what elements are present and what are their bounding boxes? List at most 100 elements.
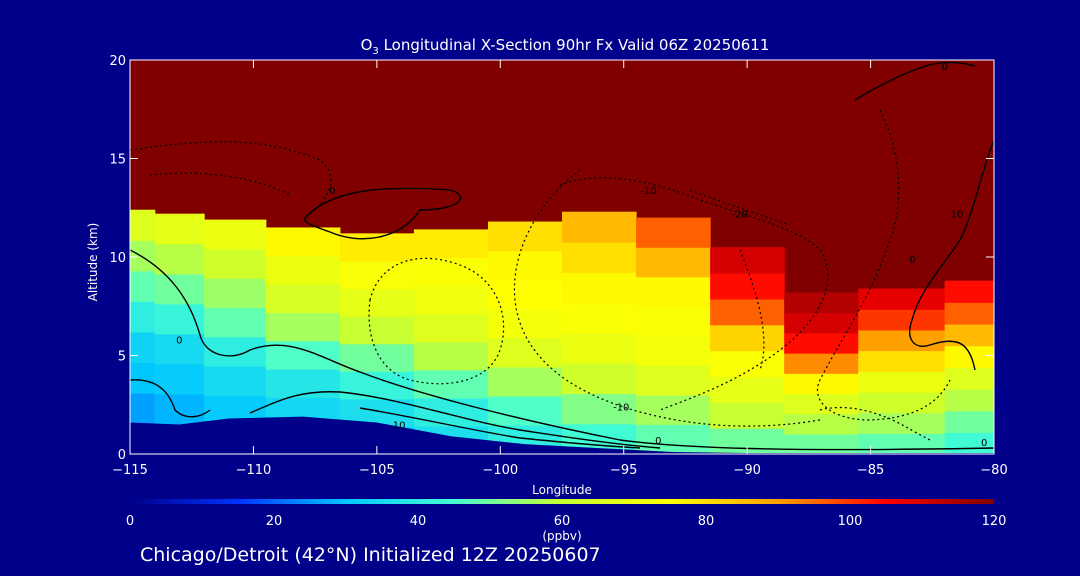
heatmap-cell (487, 221, 563, 252)
heatmap-cell (562, 363, 637, 395)
heatmap-cell (265, 255, 341, 285)
heatmap-cell (784, 353, 859, 374)
colorbar-tick-label: 20 (266, 514, 283, 529)
contour-line-near-ground-3 (359, 407, 641, 449)
colorbar-tick-label: 40 (410, 514, 427, 529)
heatmap-cell (562, 272, 637, 304)
heatmap-cells (130, 60, 994, 454)
contour-line-near-ground-1 (130, 379, 211, 418)
heatmap-cell (487, 395, 563, 426)
heatmap-cell (858, 433, 946, 454)
colorbar-tick-label: 80 (698, 514, 715, 529)
heatmap-cell (944, 280, 994, 303)
y-axis-label: Altitude (km) (86, 223, 100, 302)
x-axis-label: Longitude (532, 483, 592, 497)
contour-label: -10 (613, 403, 629, 414)
heatmap-cell (413, 285, 489, 315)
x-axis: −115 −110 −105 −100 −95 −90 −85 −80 (112, 60, 1008, 478)
colorbar (130, 499, 994, 504)
contour-line-near-ground-2 (249, 391, 661, 449)
heatmap-cell (154, 273, 205, 305)
heatmap-cell (204, 278, 267, 309)
heatmap-cell (944, 410, 994, 433)
colorbar-tick-label: 100 (838, 514, 863, 529)
y-tick-label: 10 (109, 251, 126, 266)
heatmap-cell (487, 308, 563, 339)
heatmap-cell (339, 371, 415, 400)
contour-line-east (854, 61, 994, 371)
heatmap-cell (339, 288, 415, 317)
heatmap-cell (562, 393, 637, 425)
x-tick-label: −110 (236, 463, 272, 478)
heatmap-cell (487, 337, 563, 368)
heatmap-cell (858, 371, 946, 393)
heatmap-cell (413, 229, 489, 259)
heatmap-cell (784, 373, 859, 395)
footer-caption: Chicago/Detroit (42°N) Initialized 12Z 2… (140, 544, 601, 566)
heatmap-cell (710, 273, 785, 300)
heatmap-cell (487, 279, 563, 310)
heatmap-cell (710, 402, 785, 429)
contour-line-dashed-7 (819, 406, 931, 441)
heatmap-cell (784, 393, 859, 415)
contour-label: 10 (951, 210, 964, 221)
heatmap-cell (858, 329, 946, 352)
contour-line-dashed-3 (513, 169, 821, 427)
heatmap-cell (562, 302, 637, 334)
heatmap-cell (636, 217, 711, 248)
heatmap-cell (858, 350, 946, 372)
heatmap-cell (710, 376, 785, 403)
heatmap-cell (636, 365, 711, 396)
heatmap-cell (562, 241, 637, 273)
heatmap-cell (204, 366, 267, 396)
heatmap-cell (130, 331, 156, 363)
heatmap-cell (710, 350, 785, 378)
heatmap-cell (944, 388, 994, 412)
heatmap-cell (265, 369, 341, 398)
heatmap-cell (858, 412, 946, 434)
heatmap-cell (487, 366, 563, 397)
heatmap-cell (154, 363, 205, 395)
colorbar-ticks: 0 20 40 60 80 100 120 (126, 514, 1007, 529)
heatmap-cell (154, 213, 205, 245)
heatmap-cell (784, 433, 859, 454)
colorbar-tick-label: 0 (126, 514, 134, 529)
colorbar-unit: (ppbv) (542, 529, 581, 543)
heatmap-cell (154, 393, 205, 425)
heatmap-cell (154, 303, 205, 335)
heatmap-cell (130, 270, 156, 302)
contour-label: -10 (640, 186, 656, 197)
contour-line-dashed-5 (816, 109, 951, 421)
heatmap-cell (636, 394, 711, 426)
heatmap-cell (784, 413, 859, 435)
contour-line-dashed-6 (689, 189, 791, 371)
heatmap-cell (130, 209, 156, 241)
heatmap-cell (636, 276, 711, 307)
heatmap-cell (710, 324, 785, 352)
heatmap-cell (130, 392, 156, 425)
heatmap-cell (784, 332, 859, 354)
heatmap-cell (487, 250, 563, 281)
contour-line-zero-upper (303, 187, 462, 240)
x-tick-label: −100 (482, 463, 518, 478)
contour-label: 0 (941, 62, 947, 73)
heatmap-cell (339, 316, 415, 345)
y-tick-label: 0 (118, 448, 126, 463)
heatmap-cell (130, 362, 156, 394)
heatmap-cell (944, 367, 994, 390)
x-tick-label: −90 (733, 463, 760, 478)
x-tick-label: −85 (857, 463, 884, 478)
y-tick-label: 5 (118, 350, 126, 365)
contour-label: 0 (981, 438, 987, 449)
heatmap-cell (154, 243, 205, 275)
y-tick-label: 15 (109, 153, 126, 168)
heatmap-cell (130, 301, 156, 333)
heatmap-cell (204, 219, 267, 250)
heatmap-cell (154, 333, 205, 365)
heatmap-cell (636, 424, 711, 454)
x-tick-label: −115 (112, 463, 148, 478)
contour-label: -20 (732, 210, 748, 221)
heatmap-cell (944, 302, 994, 325)
x-tick-label: −95 (610, 463, 637, 478)
